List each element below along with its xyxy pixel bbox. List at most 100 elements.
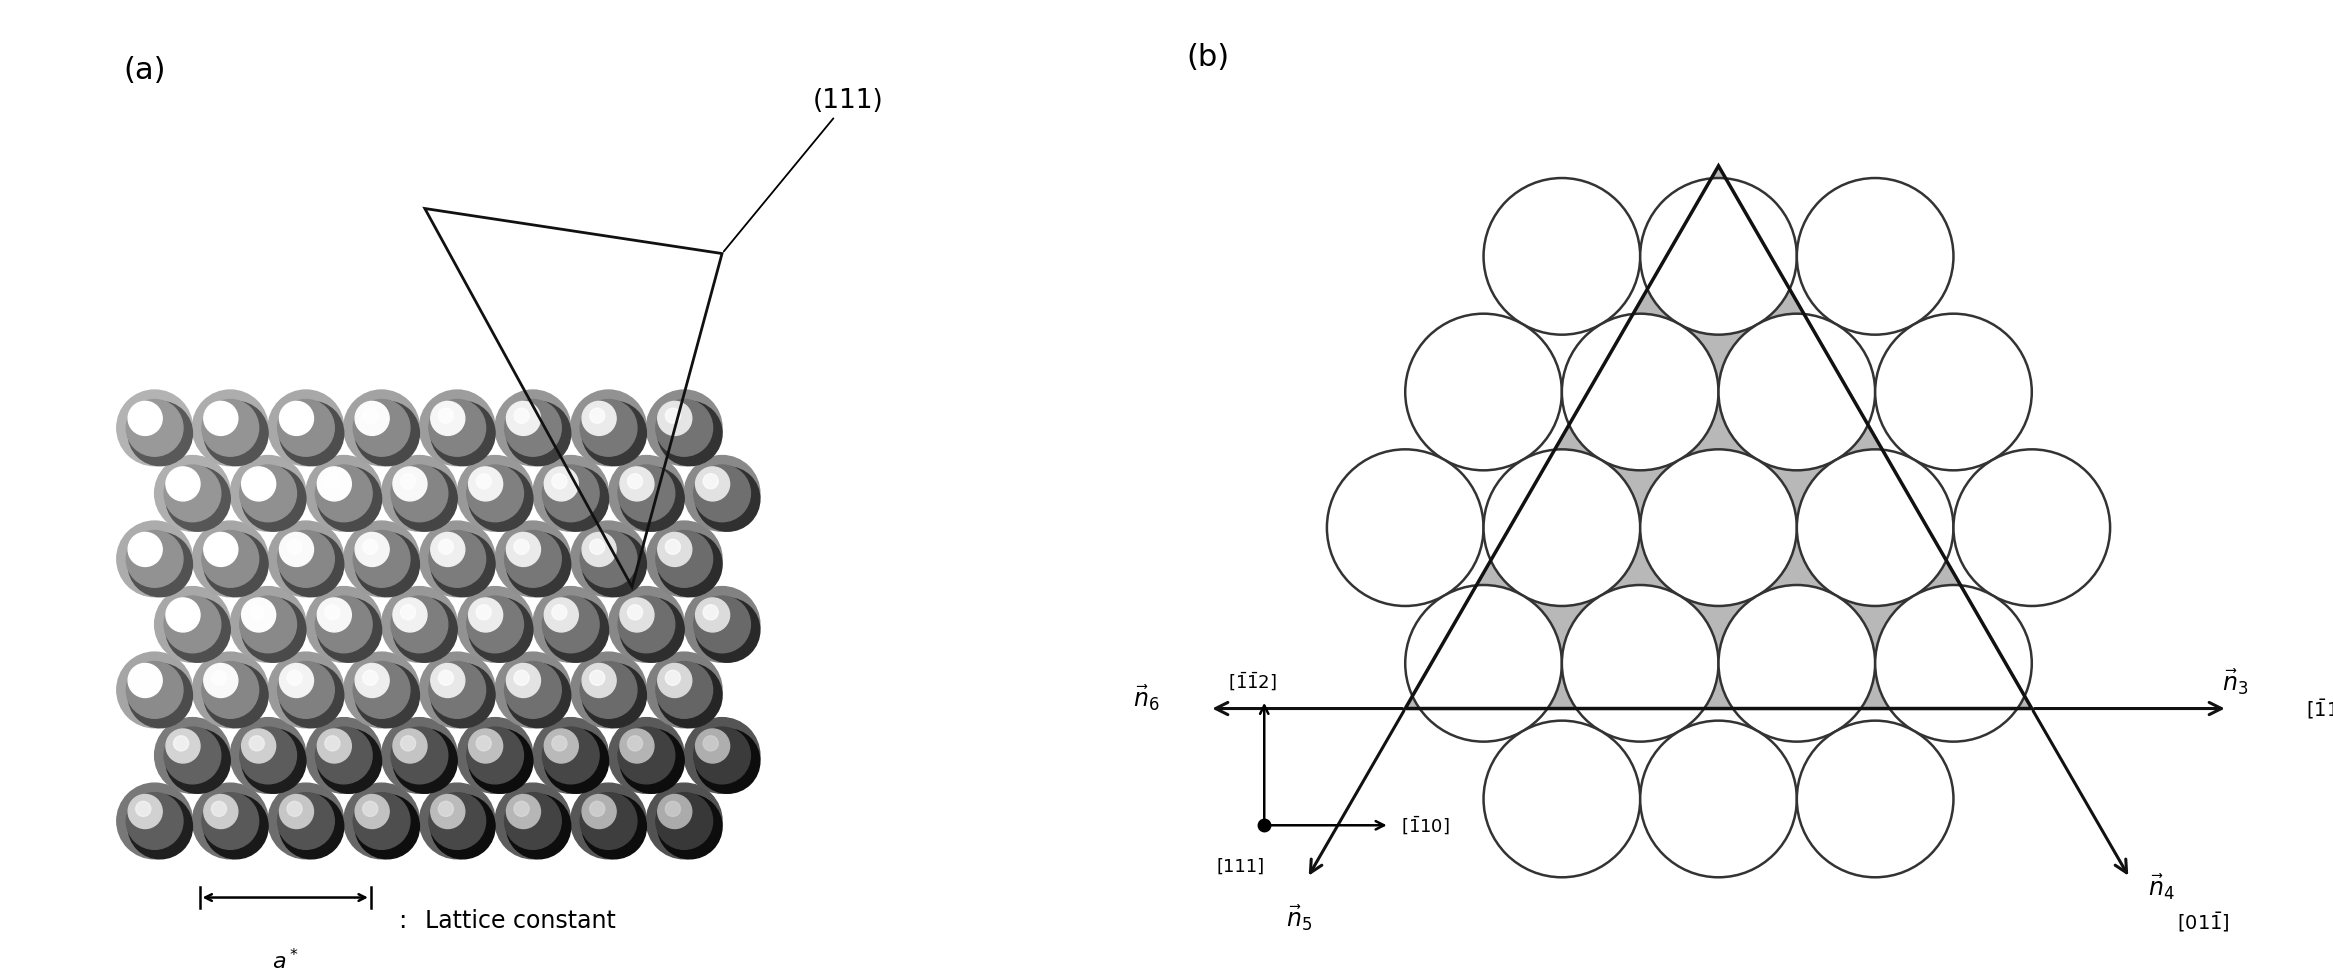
Circle shape — [439, 540, 453, 555]
Circle shape — [432, 664, 495, 728]
Circle shape — [1404, 314, 1561, 470]
Circle shape — [702, 736, 719, 751]
Circle shape — [343, 652, 420, 728]
Circle shape — [432, 664, 464, 697]
Text: [$\bar{1}$$\bar{1}$2]: [$\bar{1}$$\bar{1}$2] — [1227, 670, 1276, 692]
Circle shape — [392, 599, 457, 662]
Circle shape — [135, 409, 152, 423]
Circle shape — [392, 597, 448, 653]
Circle shape — [117, 390, 191, 467]
Circle shape — [306, 718, 383, 793]
Circle shape — [231, 456, 306, 532]
Circle shape — [128, 664, 163, 697]
Circle shape — [250, 736, 264, 751]
Circle shape — [656, 531, 712, 588]
Circle shape — [268, 521, 343, 598]
Circle shape — [1953, 450, 2109, 606]
Circle shape — [315, 466, 373, 522]
Circle shape — [1327, 450, 1484, 606]
Circle shape — [684, 718, 761, 793]
Circle shape — [280, 795, 313, 828]
Circle shape — [506, 533, 572, 598]
Circle shape — [280, 664, 343, 728]
Circle shape — [117, 652, 191, 728]
Circle shape — [506, 402, 572, 467]
Circle shape — [203, 531, 259, 588]
Circle shape — [684, 587, 761, 662]
Circle shape — [628, 605, 642, 620]
Circle shape — [506, 664, 572, 728]
Circle shape — [544, 467, 579, 502]
Circle shape — [240, 728, 296, 784]
Circle shape — [212, 540, 226, 555]
Circle shape — [191, 390, 268, 467]
Text: $\vec{n}_3$: $\vec{n}_3$ — [2223, 666, 2249, 696]
Circle shape — [581, 400, 637, 457]
Circle shape — [154, 718, 231, 793]
Circle shape — [581, 664, 646, 728]
Circle shape — [1796, 179, 1953, 335]
Circle shape — [317, 730, 352, 763]
Circle shape — [243, 599, 306, 662]
Circle shape — [1640, 721, 1796, 877]
Circle shape — [495, 521, 572, 598]
Circle shape — [280, 402, 343, 467]
Circle shape — [243, 730, 306, 793]
Circle shape — [621, 467, 653, 502]
Circle shape — [572, 521, 646, 598]
Circle shape — [541, 728, 600, 784]
Circle shape — [166, 730, 231, 793]
Text: [$\bar{1}$10]: [$\bar{1}$10] — [1402, 815, 1451, 836]
Circle shape — [695, 599, 761, 662]
Circle shape — [495, 783, 572, 859]
Circle shape — [1796, 450, 1953, 606]
Circle shape — [504, 793, 562, 850]
Circle shape — [432, 533, 464, 567]
Circle shape — [362, 802, 378, 817]
Circle shape — [658, 664, 721, 728]
Circle shape — [609, 456, 684, 532]
Circle shape — [280, 795, 343, 859]
Circle shape — [590, 409, 604, 423]
Circle shape — [646, 521, 721, 598]
Text: $\vec{n}_5$: $\vec{n}_5$ — [1285, 903, 1313, 932]
Circle shape — [231, 587, 306, 662]
Circle shape — [128, 402, 191, 467]
Circle shape — [1404, 586, 1561, 742]
Circle shape — [163, 597, 222, 653]
Circle shape — [590, 671, 604, 686]
Circle shape — [429, 531, 485, 588]
Circle shape — [280, 533, 313, 567]
Circle shape — [362, 409, 378, 423]
Circle shape — [553, 605, 567, 620]
Circle shape — [581, 533, 646, 598]
Circle shape — [392, 466, 448, 522]
Circle shape — [250, 474, 264, 489]
Text: (b): (b) — [1185, 43, 1229, 72]
Circle shape — [553, 736, 567, 751]
Circle shape — [513, 540, 530, 555]
Circle shape — [401, 605, 415, 620]
Circle shape — [544, 730, 579, 763]
Circle shape — [1876, 586, 2032, 742]
Circle shape — [693, 466, 751, 522]
Circle shape — [352, 400, 411, 457]
Circle shape — [439, 409, 453, 423]
Circle shape — [504, 400, 562, 457]
Circle shape — [128, 533, 163, 567]
Circle shape — [656, 793, 712, 850]
Circle shape — [476, 474, 492, 489]
Circle shape — [1876, 314, 2032, 470]
Circle shape — [166, 467, 231, 532]
Circle shape — [432, 402, 495, 467]
Circle shape — [504, 531, 562, 588]
Circle shape — [469, 730, 502, 763]
Circle shape — [506, 533, 541, 567]
Text: :: : — [399, 909, 406, 932]
Circle shape — [572, 652, 646, 728]
Text: [01$\bar{1}$]: [01$\bar{1}$] — [2177, 910, 2230, 933]
Circle shape — [469, 730, 532, 793]
Circle shape — [469, 467, 502, 502]
Circle shape — [287, 802, 303, 817]
Circle shape — [621, 599, 684, 662]
